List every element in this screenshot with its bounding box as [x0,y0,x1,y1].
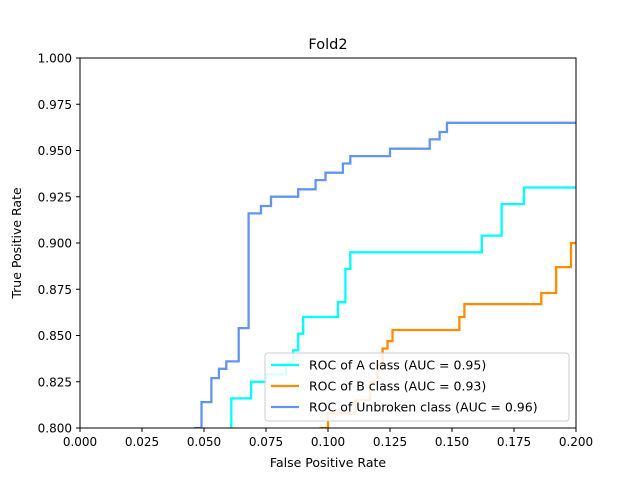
legend-box [264,352,570,422]
x-tick-label: 0.075 [249,435,283,449]
legend-label-0: ROC of A class (AUC = 0.95) [309,358,486,373]
y-tick-label: 0.925 [38,190,72,204]
legend: ROC of A class (AUC = 0.95) ROC of B clas… [264,352,570,422]
axis-ticks: 0.000 0.025 0.050 0.075 0.100 0.125 0.150 0.175… [38,52,594,450]
y-tick-label: 0.825 [38,375,72,389]
y-tick-label: 1.000 [38,52,72,66]
x-tick-label: 0.100 [311,435,345,449]
y-tick-label: 0.800 [38,422,72,436]
x-tick-label: 0.125 [373,435,407,449]
x-tick-label: 0.200 [559,435,593,449]
x-tick-label: 0.150 [435,435,469,449]
y-tick-label: 0.900 [38,237,72,251]
legend-label-2: ROC of Unbroken class (AUC = 0.96) [309,400,538,415]
x-tick-label: 0.175 [497,435,531,449]
x-tick-label: 0.050 [187,435,221,449]
legend-label-1: ROC of B class (AUC = 0.93) [309,379,486,394]
y-tick-label: 0.975 [38,98,72,112]
plot-frame [79,57,577,429]
y-tick-label: 0.950 [38,144,72,158]
y-axis-label: True Positive Rate [9,187,24,300]
x-tick-label: 0.025 [125,435,159,449]
chart-title: Fold2 [308,37,347,53]
x-tick-label: 0.000 [63,435,97,449]
series-line-2 [194,121,576,428]
x-axis-label: False Positive Rate [270,455,386,470]
y-tick-label: 0.850 [38,329,72,343]
y-tick-label: 0.875 [38,283,72,297]
